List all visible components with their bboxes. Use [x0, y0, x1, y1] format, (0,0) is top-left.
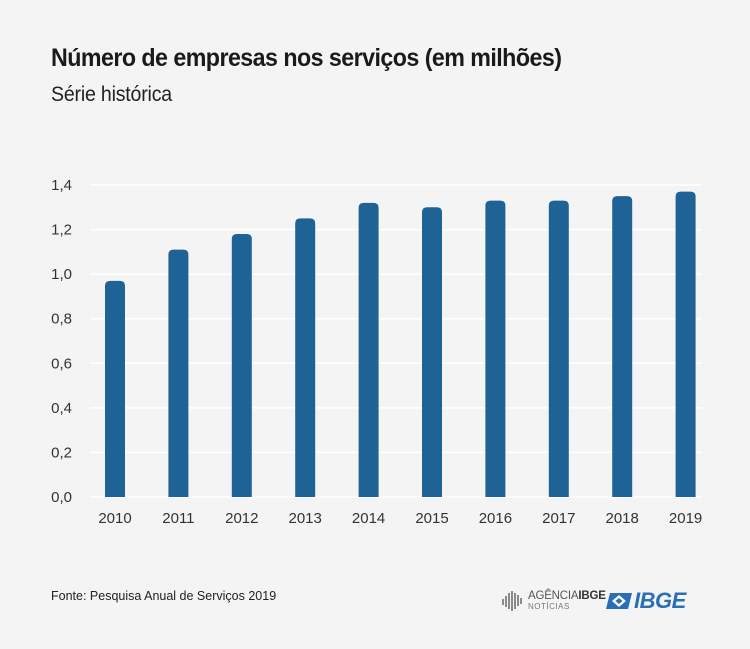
- y-tick-label: 0,0: [51, 489, 72, 506]
- y-tick-label: 1,4: [51, 177, 72, 194]
- agencia-map-icon: [502, 591, 522, 611]
- ibge-logo: IBGE: [606, 587, 686, 615]
- y-tick-label: 0,4: [51, 400, 72, 417]
- x-tick-label: 2010: [98, 510, 131, 527]
- agencia-text: AGÊNCIA: [528, 589, 579, 602]
- x-tick-label: 2018: [606, 510, 639, 527]
- bars: [105, 191, 696, 498]
- agencia-ibge-text: IBGE: [578, 589, 606, 602]
- bar-2015: [422, 207, 442, 498]
- x-tick-label: 2016: [479, 510, 512, 527]
- grid-lines: [90, 184, 702, 498]
- chart-subtitle: Série histórica: [51, 83, 172, 106]
- source-note: Fonte: Pesquisa Anual de Serviços 2019: [51, 589, 277, 603]
- y-axis-ticks: 0,0 0,2 0,4 0,6 0,8 1,0 1,2 1,4: [51, 177, 72, 506]
- x-tick-label: 2019: [669, 510, 702, 527]
- ibge-wordmark: IBGE: [634, 588, 686, 613]
- agencia-ibge-logo: AGÊNCIAIBGE NOTÍCIAS: [502, 588, 606, 614]
- bar-2012: [231, 234, 252, 497]
- y-tick-label: 1,0: [51, 266, 72, 283]
- x-tick-label: 2013: [289, 510, 322, 527]
- bar-2010: [105, 280, 125, 497]
- bar-2019: [675, 191, 696, 497]
- x-axis-ticks: 2010 2011 2012 2013 2014 2015 2016 2017 2018 2019: [98, 510, 702, 527]
- y-tick-label: 0,6: [51, 355, 72, 372]
- x-tick-label: 2015: [415, 510, 448, 527]
- y-tick-label: 0,8: [51, 311, 72, 328]
- bar-2011: [168, 249, 189, 497]
- bar-2013: [295, 218, 316, 497]
- agencia-noticias-text: NOTÍCIAS: [528, 602, 570, 612]
- x-tick-label: 2011: [162, 510, 194, 527]
- x-tick-label: 2017: [542, 510, 575, 527]
- bar-2014: [358, 202, 379, 498]
- x-tick-label: 2012: [225, 510, 258, 527]
- y-tick-label: 1,2: [51, 222, 72, 239]
- bar-2018: [612, 196, 633, 497]
- chart-title: Número de empresas nos serviços (em milh…: [51, 44, 562, 72]
- x-tick-label: 2014: [352, 510, 385, 527]
- bar-2016: [485, 200, 506, 497]
- ibge-emblem-icon: [606, 593, 632, 609]
- y-tick-label: 0,2: [51, 444, 72, 461]
- bar-2017: [548, 200, 569, 497]
